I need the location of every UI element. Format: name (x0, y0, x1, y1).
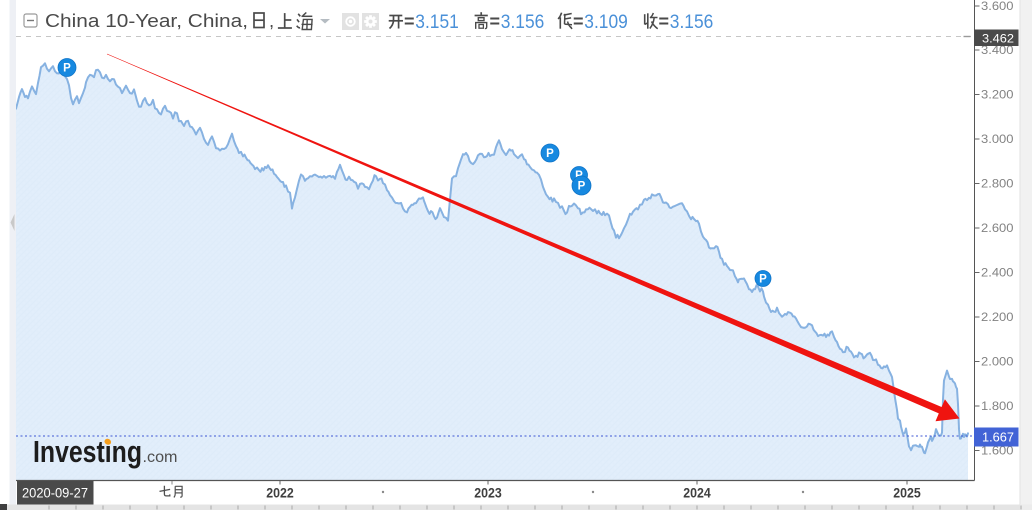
svg-text:2.000: 2.000 (981, 357, 1014, 369)
svg-text:P: P (578, 181, 586, 193)
svg-text:2025: 2025 (893, 485, 921, 501)
svg-text:3.109: 3.109 (584, 11, 628, 33)
svg-text:3.400: 3.400 (981, 45, 1014, 57)
svg-text:P: P (759, 274, 767, 286)
svg-text:3.000: 3.000 (981, 134, 1014, 146)
svg-text:P: P (63, 63, 71, 75)
svg-text:,: , (269, 10, 274, 31)
svg-text:P: P (546, 148, 554, 160)
svg-text:3.462: 3.462 (982, 32, 1014, 46)
svg-text:Investing: Investing (33, 434, 142, 469)
svg-text:=: = (490, 12, 501, 32)
svg-text:3.600: 3.600 (981, 1, 1014, 13)
svg-text:1.667: 1.667 (982, 431, 1014, 445)
svg-text:2.600: 2.600 (981, 223, 1014, 235)
svg-text:2024: 2024 (683, 485, 711, 501)
svg-text:2.800: 2.800 (981, 179, 1014, 191)
svg-text:1.600: 1.600 (981, 446, 1014, 458)
svg-text:2.400: 2.400 (981, 268, 1014, 280)
svg-text:2023: 2023 (474, 485, 502, 501)
svg-text:3.156: 3.156 (501, 11, 545, 33)
svg-text:China 10-Year, China,: China 10-Year, China, (45, 10, 248, 31)
svg-text:.com: .com (143, 449, 178, 466)
svg-text:3.156: 3.156 (670, 11, 714, 33)
svg-text:1.800: 1.800 (981, 401, 1014, 413)
svg-text:=: = (659, 12, 670, 32)
svg-text:2020-09-27: 2020-09-27 (22, 486, 88, 501)
svg-text:3.200: 3.200 (981, 90, 1014, 102)
svg-text:2.200: 2.200 (981, 312, 1014, 324)
svg-text:3.151: 3.151 (415, 11, 459, 33)
svg-text:=: = (404, 12, 415, 32)
svg-text:2022: 2022 (266, 485, 294, 501)
svg-text:=: = (573, 12, 584, 32)
